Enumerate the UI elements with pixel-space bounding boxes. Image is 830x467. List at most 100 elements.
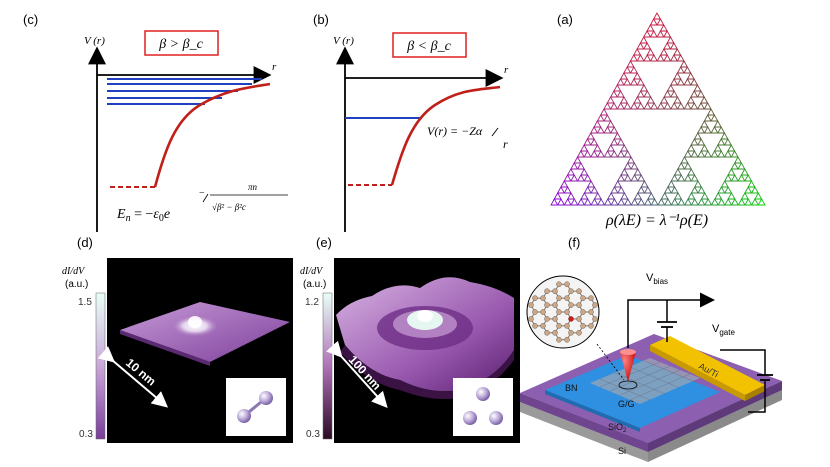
sierpinski-cell bbox=[744, 174, 753, 182]
sierpinski-cell bbox=[663, 102, 672, 110]
carbon-atom bbox=[576, 302, 582, 308]
sierpinski-cell bbox=[649, 54, 659, 62]
sierpinski-cell bbox=[710, 198, 719, 206]
panel-e-atom bbox=[476, 387, 490, 401]
bias-wire bbox=[627, 292, 715, 308]
sierpinski-cell bbox=[663, 186, 673, 194]
sierpinski-cell bbox=[727, 192, 736, 200]
panel-b-condition-box bbox=[392, 32, 467, 58]
sierpinski-cell bbox=[686, 72, 695, 80]
sierpinski-cell bbox=[639, 84, 649, 92]
sierpinski-cell bbox=[619, 96, 629, 104]
sierpinski-cell bbox=[589, 126, 599, 134]
svg-text:√β² − β²c: √β² − β²c bbox=[212, 202, 246, 212]
sierpinski-cell bbox=[613, 180, 622, 188]
sierpinski-cell bbox=[560, 180, 569, 188]
sierpinski-cell bbox=[643, 54, 652, 62]
sierpinski-cell bbox=[583, 198, 592, 206]
panel-b-y-axis-label: V (r) bbox=[333, 35, 354, 47]
carbon-atom bbox=[568, 302, 574, 308]
sierpinski-cell bbox=[580, 144, 589, 152]
sierpinski-cell bbox=[593, 144, 602, 152]
si-layer bbox=[520, 402, 648, 462]
sierpinski-cell bbox=[636, 102, 645, 110]
sierpinski-cell bbox=[616, 150, 626, 158]
sierpinski-cell bbox=[714, 192, 723, 200]
sierpinski-cell bbox=[737, 162, 746, 170]
v-gate-label: Vgate bbox=[712, 323, 735, 337]
sierpinski-cell bbox=[606, 120, 615, 128]
sierpinski-cell bbox=[690, 174, 699, 182]
carbon-atom bbox=[528, 302, 534, 308]
sierpinski-cell bbox=[630, 162, 639, 170]
sierpinski-cell bbox=[613, 132, 622, 140]
sierpinski-cell bbox=[570, 174, 579, 182]
sierpinski-cell bbox=[744, 198, 753, 206]
sierpinski-cell bbox=[690, 186, 699, 194]
carbon-atom bbox=[588, 323, 594, 329]
panel-d-colorbar-max: 1.5 bbox=[78, 297, 92, 308]
sierpinski-cell bbox=[576, 162, 586, 170]
sierpinski-cell bbox=[723, 138, 733, 146]
sierpinski-cell bbox=[673, 96, 682, 104]
sierpinski-cell bbox=[646, 24, 655, 32]
panel-c-condition-box bbox=[144, 30, 219, 56]
sierpinski-cell bbox=[697, 138, 706, 146]
v-bias-label: Vbias bbox=[646, 272, 668, 286]
sierpinski-cell bbox=[713, 120, 722, 128]
sierpinski-cell bbox=[683, 150, 692, 158]
sierpinski-cell bbox=[590, 198, 599, 206]
sierpinski-cell bbox=[757, 198, 766, 206]
panel-d-scale-arrow bbox=[97, 346, 169, 408]
panel-e-inset bbox=[453, 378, 513, 436]
sierpinski-cell bbox=[723, 174, 733, 182]
sierpinski-cell bbox=[673, 48, 682, 56]
panel-c-potential-curve bbox=[153, 82, 271, 188]
sierpinski-cell bbox=[550, 198, 559, 206]
carbon-atom bbox=[556, 295, 562, 301]
panel-e-colorbar bbox=[322, 292, 333, 440]
sierpinski-cell bbox=[663, 90, 672, 98]
sierpinski-cell bbox=[617, 186, 626, 194]
carbon-atom bbox=[556, 309, 562, 315]
sierpinski-cell bbox=[640, 180, 649, 188]
panel-c-condition: β > β_c bbox=[158, 37, 203, 52]
sierpinski-cell bbox=[593, 120, 602, 128]
panel-e-scale-arrow bbox=[326, 340, 388, 408]
sierpinski-cell bbox=[553, 192, 562, 200]
carbon-atom bbox=[568, 329, 574, 336]
sierpinski-cell bbox=[633, 48, 642, 56]
svg-text:−: − bbox=[199, 188, 205, 199]
sierpinski-cell bbox=[583, 186, 592, 194]
sierpinski-cell bbox=[733, 156, 743, 164]
panel-d-atom bbox=[259, 391, 273, 405]
sierpinski-cell bbox=[583, 150, 592, 158]
sierpinski-cell bbox=[717, 150, 726, 158]
sierpinski-cell bbox=[563, 198, 572, 206]
si-label: Si bbox=[618, 446, 626, 456]
carbon-atom bbox=[564, 309, 570, 315]
panel-c-y-axis-label: V (r) bbox=[84, 35, 105, 47]
sierpinski-cell bbox=[669, 78, 679, 86]
sierpinski-cell bbox=[667, 180, 676, 188]
sierpinski-cell bbox=[603, 126, 612, 134]
sierpinski-cell bbox=[724, 198, 733, 206]
sample-label: G/G bbox=[618, 399, 635, 409]
sierpinski-cell bbox=[590, 186, 599, 194]
sio2-layer bbox=[520, 393, 648, 452]
sierpinski-cell bbox=[643, 42, 652, 50]
panel-a-label: (a) bbox=[557, 12, 573, 27]
carbon-atom bbox=[568, 288, 574, 295]
sierpinski-cell bbox=[657, 198, 666, 206]
sierpinski-cell bbox=[683, 66, 692, 74]
sierpinski-cell bbox=[573, 156, 582, 164]
panel-e: (e) dI/dV (a.u.) 1.2 0.3 100 nm bbox=[300, 235, 520, 443]
sierpinski-cell bbox=[737, 198, 746, 206]
graphene-sheet bbox=[590, 358, 700, 404]
sierpinski-cell bbox=[566, 168, 576, 176]
sierpinski-cell bbox=[710, 150, 719, 158]
carbon-atom bbox=[552, 329, 558, 336]
sierpinski-cell bbox=[717, 138, 726, 146]
sierpinski-cell bbox=[636, 54, 645, 62]
